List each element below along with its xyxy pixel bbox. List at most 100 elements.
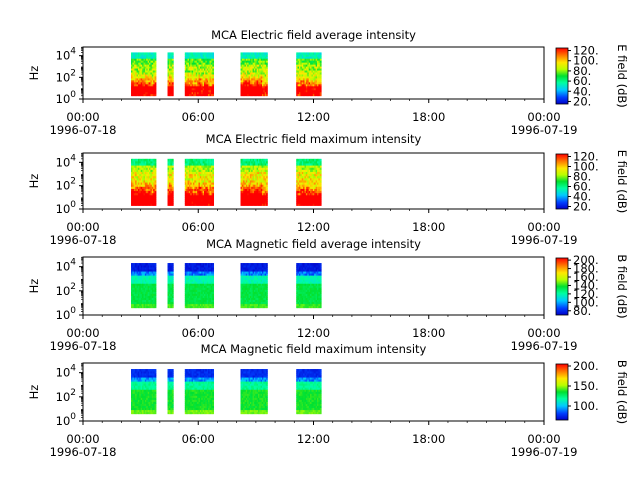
heatmap-cell: [314, 52, 317, 55]
heatmap-cell: [308, 188, 311, 192]
heatmap-cell: [240, 289, 243, 292]
heatmap-cell: [150, 269, 153, 272]
heatmap-cell: [247, 93, 249, 97]
heatmap-cell: [187, 283, 190, 286]
heatmap-cell: [144, 273, 147, 276]
heatmap-cell: [168, 167, 171, 170]
heatmap-cell: [245, 305, 248, 309]
heatmap-cell: [251, 93, 253, 97]
heatmap-cell: [142, 201, 144, 204]
heatmap-cell: [149, 281, 151, 284]
heatmap-cell: [209, 301, 212, 305]
heatmap-cell: [310, 79, 312, 83]
heatmap-cell: [194, 175, 197, 179]
heatmap-cell: [198, 273, 201, 276]
heatmap-cell: [190, 72, 193, 75]
heatmap-cell: [240, 201, 243, 204]
heatmap-cell: [190, 60, 193, 63]
heatmap-cell: [310, 201, 312, 204]
heatmap-cell: [150, 265, 153, 268]
heatmap-cell: [170, 158, 173, 162]
heatmap-cell: [256, 70, 259, 73]
heatmap-cell: [247, 267, 249, 270]
heatmap-cell: [202, 188, 205, 192]
heatmap-cell: [188, 74, 191, 77]
heatmap-cell: [151, 277, 154, 280]
heatmap-cell: [251, 62, 253, 65]
heatmap-cell: [317, 81, 319, 85]
heatmap-cell: [256, 93, 259, 97]
heatmap-cell: [206, 269, 209, 272]
heatmap-cell: [139, 263, 142, 266]
heatmap-cell: [153, 93, 156, 97]
heatmap-cell: [303, 93, 305, 97]
heatmap-cell: [319, 66, 322, 69]
heatmap-cell: [150, 275, 153, 278]
heatmap-cell: [264, 165, 267, 168]
heatmap-cell: [204, 299, 206, 303]
heatmap-cell: [252, 184, 255, 187]
heatmap-cell: [201, 177, 204, 181]
heatmap-cell: [304, 167, 307, 170]
heatmap-cell: [307, 173, 310, 177]
heatmap-cell: [249, 303, 252, 307]
heatmap-cell: [187, 60, 190, 63]
heatmap-cell: [255, 66, 258, 69]
heatmap-cell: [154, 203, 157, 206]
heatmap-cell: [305, 169, 308, 172]
heatmap-cell: [153, 175, 156, 179]
heatmap-cell: [208, 275, 210, 278]
heatmap-cell: [256, 78, 259, 81]
heatmap-cell: [191, 279, 194, 282]
heatmap-cell: [307, 89, 310, 93]
heatmap-cell: [149, 271, 151, 274]
heatmap-cell: [199, 60, 202, 63]
heatmap-cell: [136, 203, 139, 206]
heatmap-cell: [311, 64, 314, 67]
heatmap-cell: [168, 173, 171, 177]
heatmap-cell: [191, 93, 194, 97]
heatmap-cell: [139, 85, 142, 89]
heatmap-cell: [308, 79, 311, 83]
heatmap-cell: [315, 171, 318, 175]
heatmap-cell: [209, 275, 212, 278]
heatmap-cell: [146, 177, 149, 181]
heatmap-cell: [212, 89, 215, 93]
heatmap-cell: [137, 197, 140, 200]
heatmap-cell: [194, 273, 197, 276]
heatmap-cell: [248, 297, 251, 301]
heatmap-cell: [154, 289, 157, 292]
heatmap-cell: [318, 68, 321, 71]
heatmap-cell: [186, 182, 188, 185]
heatmap-cell: [304, 89, 307, 93]
heatmap-cell: [193, 68, 195, 71]
heatmap-cell: [259, 74, 262, 77]
heatmap-cell: [143, 283, 146, 286]
heatmap-cell: [140, 285, 143, 288]
heatmap-cell: [318, 160, 321, 164]
heatmap-cell: [208, 66, 210, 69]
heatmap-cell: [140, 283, 143, 286]
heatmap-cell: [248, 271, 251, 274]
heatmap-cell: [204, 291, 206, 294]
heatmap-cell: [191, 303, 194, 307]
heatmap-cell: [319, 169, 322, 172]
heatmap-cell: [317, 91, 319, 95]
heatmap-cell: [153, 52, 156, 55]
heatmap-cell: [212, 173, 215, 177]
heatmap-cell: [314, 74, 317, 77]
heatmap-cell: [154, 279, 157, 282]
heatmap-cell: [300, 184, 303, 187]
heatmap-cell: [206, 91, 209, 95]
heatmap-cell: [186, 279, 188, 282]
data-burst: [240, 263, 268, 309]
heatmap-cell: [319, 167, 322, 170]
heatmap-cell: [251, 169, 253, 172]
heatmap-cell: [296, 188, 298, 192]
heatmap-cell: [249, 78, 252, 81]
heatmap-cell: [247, 275, 249, 278]
heatmap-cell: [143, 285, 146, 288]
heatmap-cell: [131, 169, 133, 172]
x-tick-label: 00:00: [527, 220, 560, 234]
heatmap-cell: [205, 79, 208, 83]
